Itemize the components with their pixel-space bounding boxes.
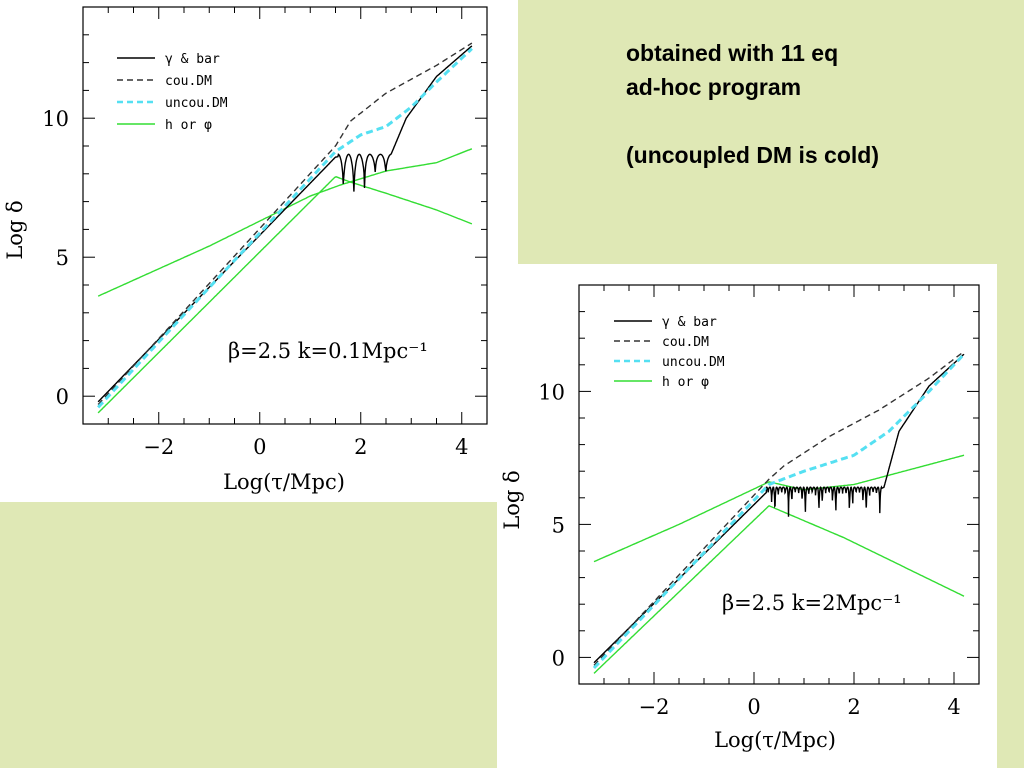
notes-text: obtained with 11 eq ad-hoc program (unco… [626, 36, 879, 172]
legend-label: γ & bar [662, 315, 717, 330]
chart-2-svg: −2 0 2 4 0 5 10 Log(τ/Mpc) Log δ γ & bar cou.DM unc… [500, 284, 980, 752]
series-uncou-dm-line [592, 353, 966, 670]
y-tick-label: 5 [552, 513, 565, 537]
x-tick-label: −2 [143, 435, 174, 459]
x-tick-label: 0 [253, 435, 266, 459]
series-h-or-phi-branch-line [593, 504, 965, 674]
y-tick-label: 10 [42, 107, 69, 131]
legend-label: cou.DM [662, 335, 709, 350]
series-uncou-dm-line [97, 47, 473, 409]
chart-1-svg: −2 0 2 4 0 5 10 Log(τ/Mpc) Log δ γ & bar cou.DM unc… [3, 6, 488, 494]
series-cou-dm-line [593, 350, 965, 666]
x-axis-label: Log(τ/Mpc) [223, 470, 345, 494]
y-tick-label: 0 [552, 646, 565, 670]
legend-label: γ & bar [165, 52, 220, 67]
series--bar-line [593, 353, 965, 664]
note-line-1: obtained with 11 eq [626, 40, 839, 66]
x-tick-label: 0 [747, 695, 760, 719]
series-h-or--line [97, 148, 473, 297]
note-line-3: (uncoupled DM is cold) [626, 142, 879, 168]
legend-label: uncou.DM [662, 355, 725, 370]
y-tick-label: 0 [56, 385, 69, 409]
chart-panel-1: −2 0 2 4 0 5 10 Log(τ/Mpc) Log δ γ & bar cou.DM unc… [0, 0, 518, 502]
x-tick-label: 2 [354, 435, 367, 459]
chart-panel-2: −2 0 2 4 0 5 10 Log(τ/Mpc) Log δ γ & bar cou.DM unc… [497, 264, 997, 768]
chart-annotation: β=2.5 k=0.1Mpc⁻¹ [228, 339, 428, 363]
x-axis-label: Log(τ/Mpc) [714, 728, 836, 752]
legend-label: h or φ [662, 375, 709, 390]
series-cou-dm-line [97, 42, 473, 405]
x-tick-label: 4 [947, 695, 960, 719]
legend-label: h or φ [165, 118, 212, 133]
x-tick-label: 2 [847, 695, 860, 719]
legend-label: uncou.DM [165, 96, 228, 111]
plot-area [97, 42, 473, 414]
plot-area [592, 350, 966, 674]
note-line-2: ad-hoc program [626, 74, 802, 100]
chart-annotation: β=2.5 k=2Mpc⁻¹ [722, 591, 902, 615]
y-axis-label: Log δ [3, 200, 27, 259]
x-tick-label: 4 [455, 435, 468, 459]
legend-label: cou.DM [165, 74, 212, 89]
series-h-or-phi-branch-line [97, 176, 473, 414]
y-tick-label: 5 [56, 246, 69, 270]
y-tick-label: 10 [538, 380, 565, 404]
series-h-or--line [593, 454, 965, 563]
x-tick-label: −2 [639, 695, 670, 719]
y-axis-label: Log δ [500, 470, 524, 529]
